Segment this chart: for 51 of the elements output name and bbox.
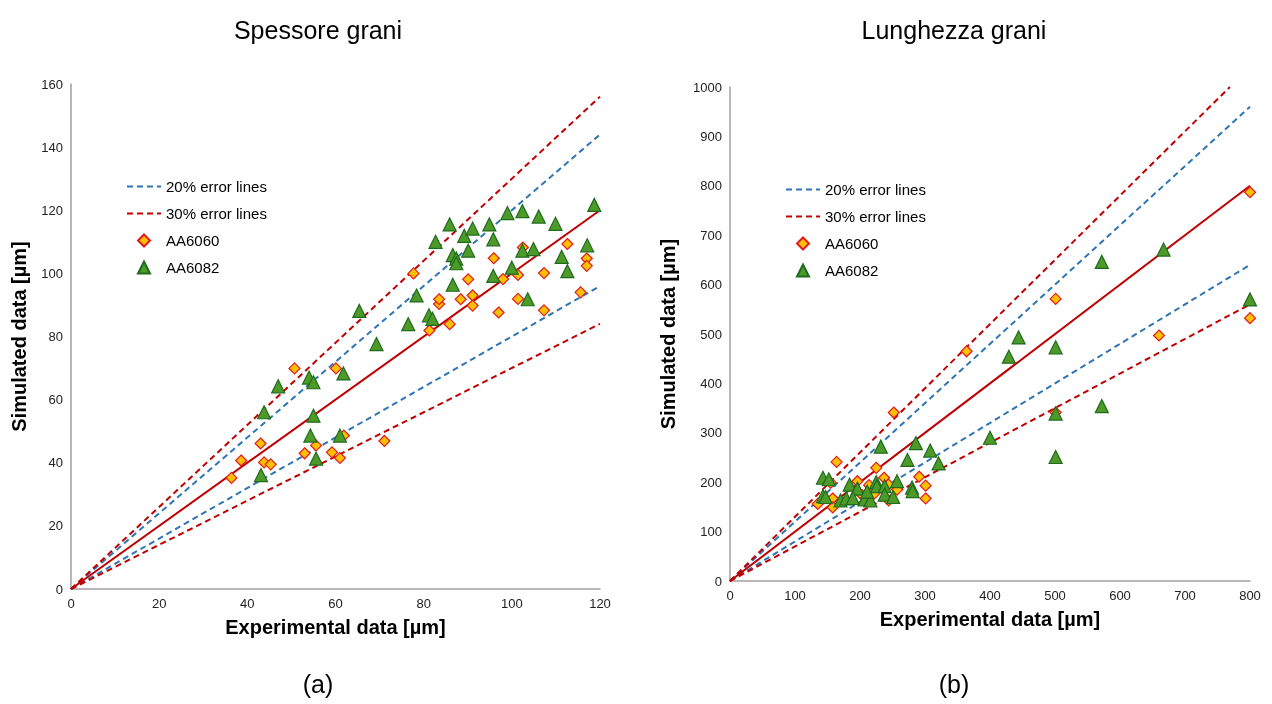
- legend-label: 20% error lines: [825, 181, 926, 198]
- x-tick-label: 40: [240, 596, 255, 611]
- x-tick-label: 500: [1044, 588, 1066, 603]
- y-tick-label: 1000: [693, 79, 722, 95]
- y-tick-label: 400: [700, 375, 722, 391]
- x-tick-label: 400: [979, 588, 1001, 603]
- y-tick-label: 900: [700, 128, 722, 144]
- x-tick-label: 0: [726, 588, 734, 603]
- y-tick-label: 120: [41, 202, 63, 218]
- x-tick-label: 80: [416, 596, 431, 611]
- x-tick-label: 600: [1109, 588, 1131, 603]
- y-tick-label: 80: [48, 329, 63, 344]
- y-tick-label: 40: [48, 455, 63, 471]
- y-tick-label: 20: [48, 518, 63, 534]
- text: (a): [302, 669, 334, 698]
- x-axis-title: Experimental data [µm]: [879, 608, 1101, 630]
- x-tick-label: 100: [500, 596, 523, 611]
- y-tick-label: 100: [41, 265, 63, 281]
- y-tick-label: 700: [700, 227, 722, 243]
- x-tick-label: 300: [914, 588, 936, 603]
- text: (b): [938, 669, 970, 698]
- x-tick-label: 200: [849, 588, 871, 603]
- x-tick-label: 100: [784, 588, 806, 603]
- y-tick-label: 800: [700, 178, 722, 194]
- y-tick-label: 200: [700, 474, 722, 490]
- x-tick-label: 800: [1239, 588, 1261, 603]
- legend-label: AA6082: [166, 259, 220, 276]
- x-tick-label: 700: [1174, 588, 1196, 603]
- y-tick-label: 100: [700, 524, 722, 540]
- legend-label: 30% error lines: [825, 208, 926, 225]
- legend-label: AA6082: [825, 262, 879, 279]
- x-axis-title: Experimental data [µm]: [225, 616, 446, 638]
- y-axis-title: Simulated data [µm]: [8, 241, 30, 432]
- y-tick-label: 300: [700, 425, 722, 441]
- y-axis-title: Simulated data [µm]: [657, 238, 679, 430]
- x-tick-label: 60: [328, 596, 343, 611]
- y-tick-label: 600: [700, 277, 722, 293]
- x-tick-label: 20: [151, 596, 167, 611]
- y-tick-label: 160: [41, 76, 63, 92]
- x-tick-label: 120: [589, 596, 611, 611]
- chart-title: Lunghezza grani: [861, 15, 1047, 44]
- y-tick-label: 60: [48, 392, 63, 408]
- y-tick-label: 500: [700, 326, 722, 342]
- x-tick-label: 0: [67, 596, 75, 611]
- legend-label: AA6060: [825, 235, 879, 252]
- chart-title: Spessore grani: [233, 15, 403, 44]
- legend-label: 20% error lines: [166, 178, 267, 195]
- legend-label: 30% error lines: [166, 205, 267, 222]
- y-tick-label: 140: [41, 139, 63, 155]
- y-tick-label: 0: [714, 573, 722, 589]
- legend-label: AA6060: [166, 232, 220, 249]
